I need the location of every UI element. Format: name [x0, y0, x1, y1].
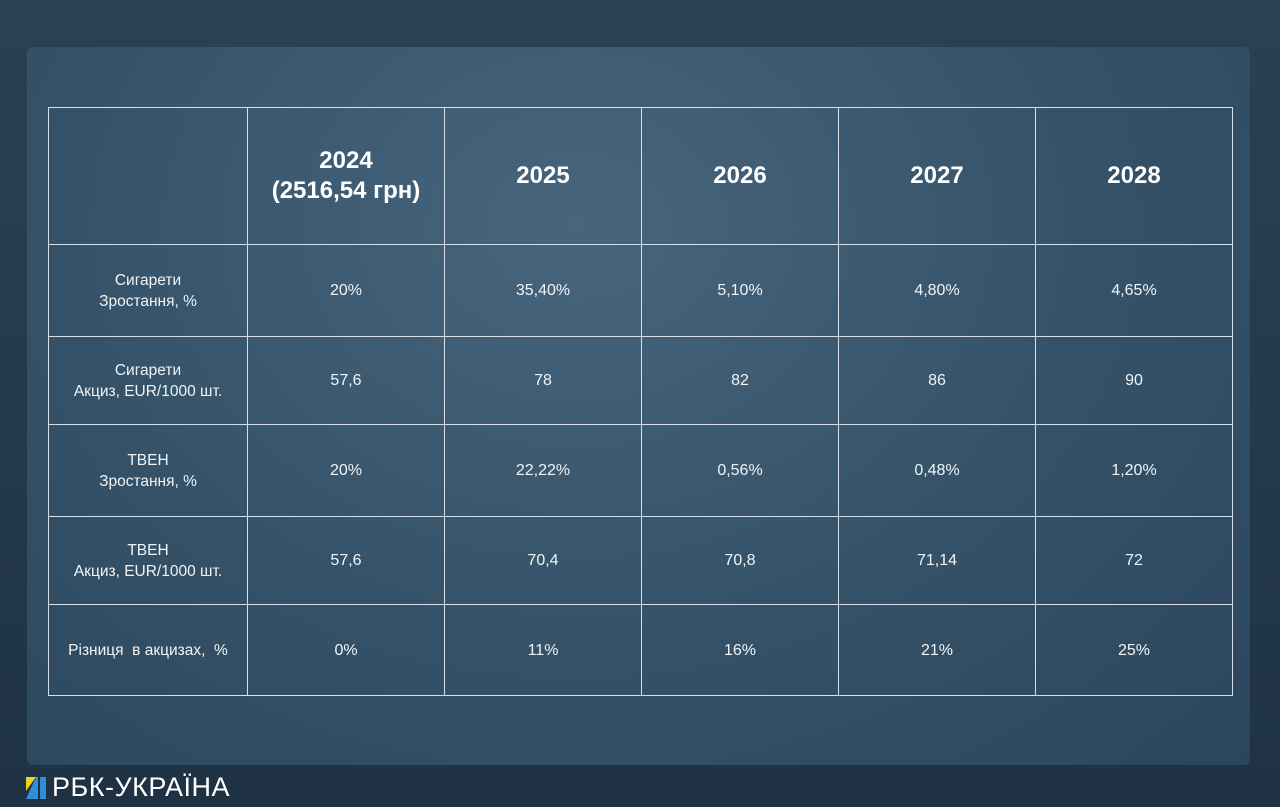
cell: 82 [641, 336, 839, 425]
cell: 78 [444, 336, 642, 425]
cell: 86 [838, 336, 1036, 425]
cell: 57,6 [247, 336, 445, 425]
table-row: Сигарети Зростання, % 20% 35,40% 5,10% 4,… [48, 244, 1233, 337]
table-row: Сигарети Акциз, EUR/1000 шт. 57,6 78 82 8… [48, 336, 1233, 425]
cell: 11% [444, 604, 642, 696]
cell: 70,8 [641, 516, 839, 605]
header-row: 2024 (2516,54 грн) 2025 2026 2027 2028 [48, 107, 1233, 245]
row-label: ТВЕН Зростання, % [48, 424, 248, 517]
cell: 4,65% [1035, 244, 1233, 337]
header-2026: 2026 [641, 107, 839, 245]
table-row: ТВЕН Зростання, % 20% 22,22% 0,56% 0,48% … [48, 424, 1233, 517]
cell: 0,48% [838, 424, 1036, 517]
rbk-logo-icon [26, 776, 46, 799]
header-year: 2024 [319, 147, 373, 174]
table-row: Різниця в акцизах, % 0% 11% 16% 21% 25% [48, 604, 1233, 696]
cell: 5,10% [641, 244, 839, 337]
row-label: Сигарети Зростання, % [48, 244, 248, 337]
cell: 90 [1035, 336, 1233, 425]
cell: 0% [247, 604, 445, 696]
brand-logo: РБК-УКРАЇНА [26, 772, 230, 803]
header-2028: 2028 [1035, 107, 1233, 245]
cell: 71,14 [838, 516, 1036, 605]
header-2027: 2027 [838, 107, 1036, 245]
header-2025: 2025 [444, 107, 642, 245]
cell: 35,40% [444, 244, 642, 337]
cell: 70,4 [444, 516, 642, 605]
cell: 22,22% [444, 424, 642, 517]
header-2024: 2024 (2516,54 грн) [247, 107, 445, 245]
cell: 1,20% [1035, 424, 1233, 517]
table-row: ТВЕН Акциз, EUR/1000 шт. 57,6 70,4 70,8 7… [48, 516, 1233, 605]
cell: 4,80% [838, 244, 1036, 337]
header-note: (2516,54 грн) [271, 177, 421, 204]
row-label: Різниця в акцизах, % [48, 604, 248, 696]
header-empty [48, 107, 248, 245]
cell: 16% [641, 604, 839, 696]
cell: 57,6 [247, 516, 445, 605]
cell: 25% [1035, 604, 1233, 696]
cell: 21% [838, 604, 1036, 696]
cell: 72 [1035, 516, 1233, 605]
cell: 20% [247, 244, 445, 337]
excise-table: 2024 (2516,54 грн) 2025 2026 2027 2028 Си… [48, 107, 1233, 696]
cell: 0,56% [641, 424, 839, 517]
row-label: Сигарети Акциз, EUR/1000 шт. [48, 336, 248, 425]
brand-name: РБК-УКРАЇНА [52, 772, 231, 802]
cell: 20% [247, 424, 445, 517]
row-label: ТВЕН Акциз, EUR/1000 шт. [48, 516, 248, 605]
